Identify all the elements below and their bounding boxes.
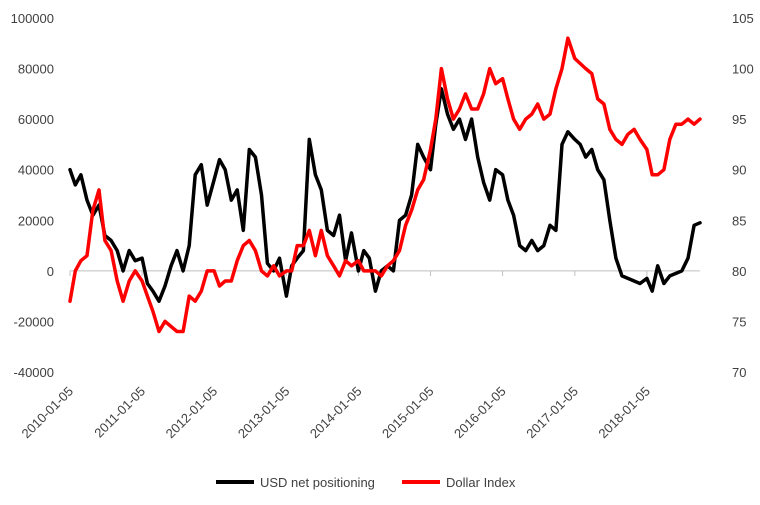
x-tick-label: 2018-01-05 [595, 384, 653, 442]
left-tick-label: 0 [47, 264, 54, 279]
left-tick-label: -40000 [14, 365, 54, 380]
left-tick-label: -20000 [14, 314, 54, 329]
x-tick-label: 2011-01-05 [91, 384, 148, 441]
left-tick-label: 40000 [18, 163, 54, 178]
series-layer [68, 36, 702, 334]
legend-label-usd-net-positioning: USD net positioning [260, 475, 375, 490]
right-tick-label: 105 [732, 11, 754, 26]
legend: USD net positioning Dollar Index [216, 475, 516, 490]
dollar-index-line [68, 36, 702, 334]
left-tick-label: 60000 [18, 112, 54, 127]
left-tick-label: 80000 [18, 62, 54, 77]
left-tick-label: 20000 [18, 213, 54, 228]
right-tick-label: 95 [732, 112, 746, 127]
right-axis-ticks: 70 75 80 85 90 95 100 105 [732, 11, 754, 380]
x-tick-label: 2017-01-05 [523, 384, 581, 442]
x-tick-label: 2013-01-05 [235, 384, 293, 442]
left-axis-ticks: -40000 -20000 0 20000 40000 60000 80000 100000 [11, 11, 54, 380]
right-tick-label: 70 [732, 365, 746, 380]
legend-label-dollar-index: Dollar Index [446, 475, 516, 490]
right-tick-label: 85 [732, 213, 746, 228]
right-tick-label: 90 [732, 163, 746, 178]
x-tick-label: 2015-01-05 [379, 384, 437, 442]
left-tick-label: 100000 [11, 11, 54, 26]
right-tick-label: 80 [732, 264, 746, 279]
x-axis-ticks: 2010-01-05 2011-01-05 2012-01-05 2013-01-05… [18, 270, 653, 442]
right-tick-label: 100 [732, 62, 754, 77]
x-tick-label: 2012-01-05 [163, 384, 221, 442]
x-tick-label: 2010-01-05 [18, 384, 76, 442]
x-tick-label: 2016-01-05 [451, 384, 509, 442]
x-tick-label: 2014-01-05 [307, 384, 365, 442]
right-tick-label: 75 [732, 314, 746, 329]
